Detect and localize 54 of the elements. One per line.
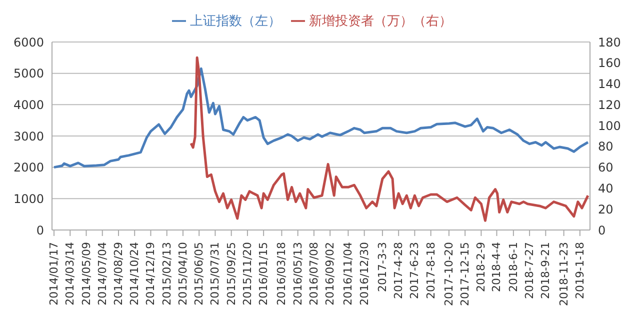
- x-tick-label: 2016/01/15: [257, 242, 270, 306]
- x-tick-label: 2014/07/04: [96, 242, 109, 306]
- y2-tick-label: 160: [598, 56, 621, 70]
- x-tick-label: 2018-4-4: [490, 242, 504, 292]
- x-tick-label: 2017-8-18: [424, 242, 438, 299]
- x-tick-label: 2014/08/29: [112, 242, 125, 306]
- x-tick-label: 2016/09/02: [324, 242, 337, 306]
- y2-tick-label: 20: [598, 202, 614, 216]
- x-tick-label: 2015/04/10: [176, 242, 190, 306]
- x-tick-label: 2014/10/24: [128, 242, 142, 306]
- y-tick-label: 3000: [13, 129, 44, 144]
- x-tick-label: 2017-6-23: [408, 242, 422, 299]
- x-tick-label: 2014/03/14: [64, 242, 77, 306]
- x-tick-label: 2017-3-3: [376, 242, 389, 292]
- legend-label: 新增投资者（万）（右）: [309, 14, 452, 29]
- line-series: [190, 56, 590, 222]
- y-tick-label: 4000: [13, 98, 44, 112]
- x-tick-label: 2016/03/18: [275, 242, 288, 306]
- y2-tick-label: 120: [598, 98, 621, 112]
- x-tick-label: 2019-1-18: [573, 242, 586, 299]
- x-tick-label: 2015/11/20: [240, 242, 254, 306]
- y2-tick-label: 0: [598, 223, 606, 238]
- x-tick-label: 2018-6-1: [506, 242, 520, 292]
- x-tick-label: 2017-10-20: [442, 242, 456, 306]
- y2-tick-label: 40: [598, 181, 614, 196]
- y-tick-label: 5000: [13, 66, 44, 81]
- x-tick-label: 2014/01/17: [48, 242, 61, 306]
- x-tick-label: 2015/06/05: [192, 242, 206, 306]
- x-tick-label: 2018-11-23: [557, 242, 570, 306]
- x-tick-label: 2018-9-21: [539, 242, 552, 299]
- y2-tick-label: 60: [598, 160, 614, 175]
- y-tick-label: 0: [36, 223, 44, 238]
- y-tick-label: 1000: [13, 192, 44, 206]
- x-tick-label: 2015/02/13: [160, 242, 174, 306]
- x-tick-label: 2014/05/09: [80, 242, 93, 306]
- x-tick-label: 2018-7-27: [523, 242, 536, 299]
- y2-tick-label: 140: [598, 77, 621, 92]
- x-tick-label: 2017-12-15: [458, 242, 472, 306]
- line-series: [52, 67, 590, 169]
- x-tick-label: 2014/12/19: [144, 242, 158, 306]
- x-tick-label: 2016/11/04: [342, 242, 355, 306]
- x-tick-label: 2017-4-28: [392, 242, 406, 299]
- y-tick-label: 6000: [13, 35, 44, 50]
- legend-label: 上证指数（左）: [190, 14, 281, 29]
- y-tick-label: 2000: [13, 160, 44, 175]
- y2-tick-label: 100: [598, 118, 621, 133]
- x-tick-label: 2018-2-9: [474, 242, 488, 292]
- x-tick-label: 2015/07/31: [208, 242, 222, 306]
- x-tick-label: 2016/07/08: [307, 242, 320, 306]
- y2-tick-label: 80: [598, 140, 614, 154]
- x-tick-label: 2015/09/25: [224, 242, 238, 306]
- x-tick-label: 2016/05/13: [291, 242, 304, 306]
- x-tick-label: 2016/12/30: [358, 242, 371, 306]
- y2-tick-label: 180: [598, 35, 621, 50]
